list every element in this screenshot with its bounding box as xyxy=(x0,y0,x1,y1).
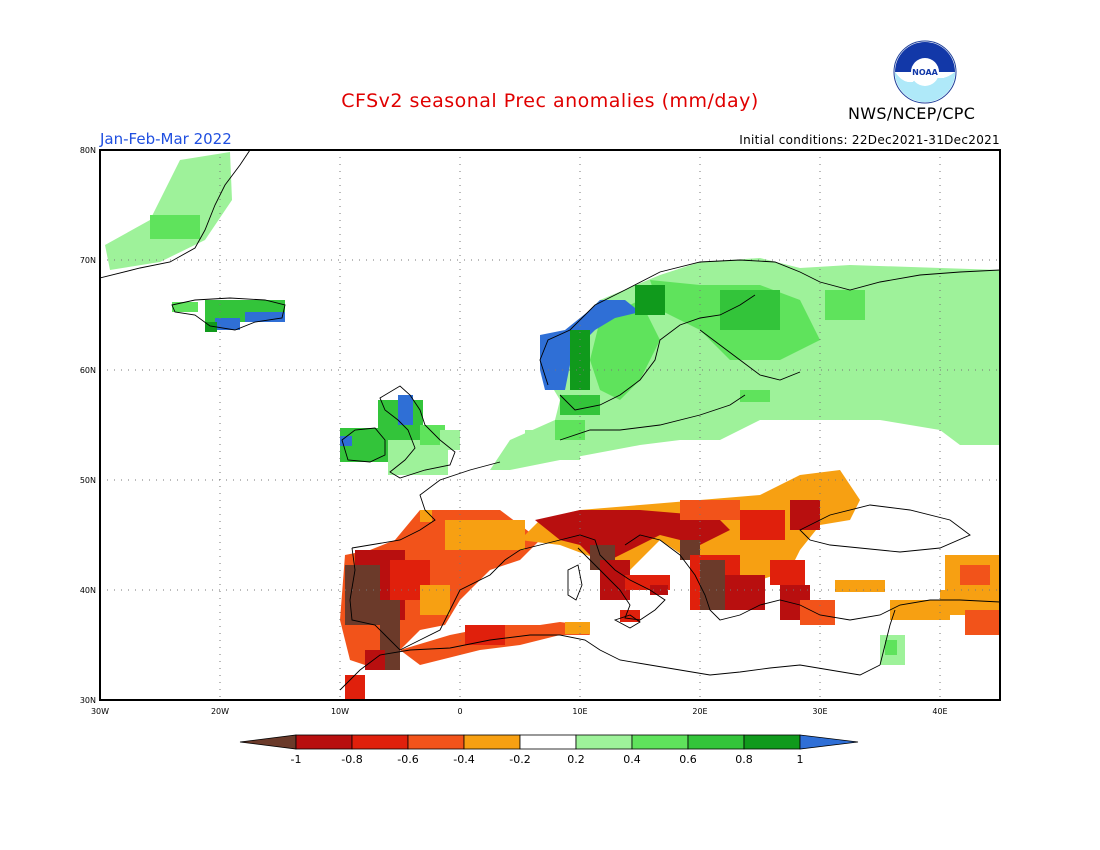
svg-text:0: 0 xyxy=(457,707,462,716)
colorbar-swatch-7 xyxy=(631,734,689,750)
italy-balkans-dry-region xyxy=(520,470,860,625)
greenland-wet-region xyxy=(105,152,232,270)
svg-text:50N: 50N xyxy=(80,476,96,485)
svg-text:30E: 30E xyxy=(812,707,827,716)
noaa-logo-text: NOAA xyxy=(912,68,938,77)
colorbar-label: 0.4 xyxy=(623,753,641,766)
north-sea-wet-region xyxy=(440,420,585,460)
colorbar-label: 0.8 xyxy=(735,753,753,766)
colorbar-label: -0.6 xyxy=(397,753,418,766)
svg-text:10E: 10E xyxy=(572,707,587,716)
colorbar-swatch-lt-minus1 xyxy=(239,734,297,750)
coastlines xyxy=(100,150,1000,691)
map-title: CFSv2 seasonal Prec anomalies (mm/day) xyxy=(341,90,759,112)
colorbar-swatch-5 xyxy=(519,734,577,750)
colorbar-swatch-4 xyxy=(463,734,521,750)
colorbar-label: 0.6 xyxy=(679,753,697,766)
colorbar-label: 1 xyxy=(797,753,804,766)
colorbar-swatch-gt-1 xyxy=(799,734,859,750)
season-label: Jan-Feb-Mar 2022 xyxy=(100,130,232,148)
map-graticule xyxy=(100,150,1000,700)
colorbar-label: -0.8 xyxy=(341,753,362,766)
colorbar-label: -0.4 xyxy=(453,753,474,766)
colorbar-swatch-1 xyxy=(295,734,353,750)
iceland-wet-region xyxy=(172,300,285,332)
map-frame xyxy=(99,149,1001,701)
agency-label: NWS/NCEP/CPC xyxy=(848,104,976,123)
colorbar-swatch-3 xyxy=(407,734,465,750)
initial-conditions-label: Initial conditions: 22Dec2021-31Dec2021 xyxy=(739,133,1000,147)
colorbar-swatch-6 xyxy=(575,734,633,750)
svg-text:70N: 70N xyxy=(80,256,96,265)
lon-tick-labels: 30W 20W 10W 0 10E 20E 30E 40E xyxy=(91,707,948,716)
svg-text:20W: 20W xyxy=(211,707,229,716)
svg-text:30N: 30N xyxy=(80,696,96,705)
svg-text:20E: 20E xyxy=(692,707,707,716)
british-isles-wet-region xyxy=(340,395,448,475)
svg-text:10W: 10W xyxy=(331,707,349,716)
colorbar-label: -0.2 xyxy=(509,753,530,766)
svg-text:40N: 40N xyxy=(80,586,96,595)
svg-text:80N: 80N xyxy=(80,146,96,155)
colorbar-swatch-2 xyxy=(351,734,409,750)
colorbar-swatch-8 xyxy=(687,734,745,750)
colorbar: -1 -0.8 -0.6 -0.4 -0.2 0.2 0.4 0.6 0.8 1 xyxy=(239,734,859,766)
colorbar-label: 0.2 xyxy=(567,753,585,766)
lat-tick-labels: 80N 70N 60N 50N 40N 30N xyxy=(80,146,96,705)
colorbar-swatch-9 xyxy=(743,734,801,750)
noaa-logo-icon: NOAA xyxy=(893,40,957,104)
svg-text:40E: 40E xyxy=(932,707,947,716)
svg-text:30W: 30W xyxy=(91,707,109,716)
turkey-dry-region xyxy=(835,555,1000,665)
svg-text:60N: 60N xyxy=(80,366,96,375)
colorbar-label: -1 xyxy=(291,753,302,766)
